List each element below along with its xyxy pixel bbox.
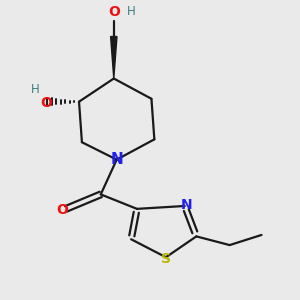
Text: O: O	[108, 5, 120, 19]
Text: N: N	[180, 197, 192, 212]
Text: H: H	[31, 83, 39, 96]
Text: O: O	[40, 96, 52, 110]
Text: N: N	[110, 152, 123, 167]
Text: O: O	[57, 203, 68, 217]
Text: H: H	[127, 5, 136, 18]
Polygon shape	[111, 37, 117, 79]
Text: S: S	[161, 252, 171, 266]
